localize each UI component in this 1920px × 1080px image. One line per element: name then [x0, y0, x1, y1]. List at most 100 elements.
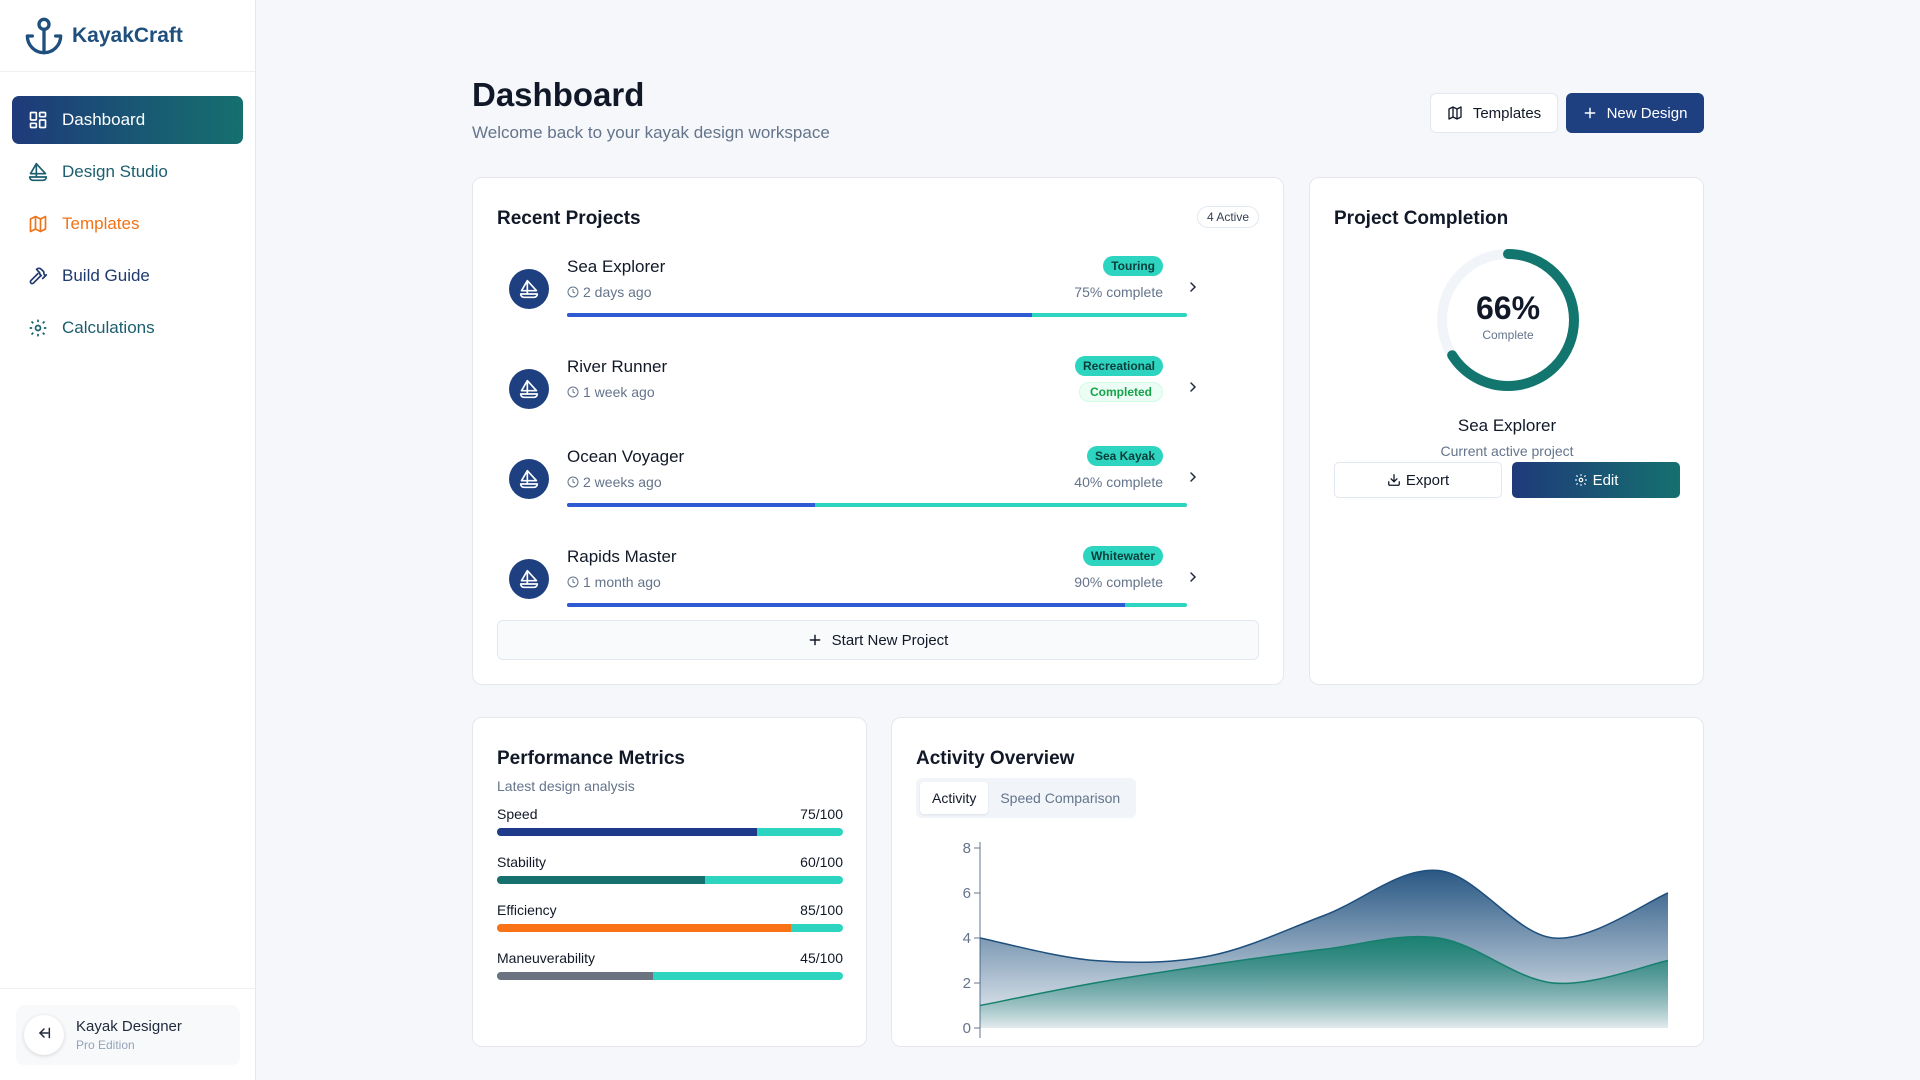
- sailboat-icon: [28, 162, 48, 182]
- chevron-right-icon[interactable]: [1185, 279, 1201, 300]
- metric-bar: [497, 828, 843, 836]
- metric-value: 60/100: [800, 854, 843, 870]
- sidebar-item-label: Templates: [62, 214, 140, 233]
- project-name: Rapids Master: [567, 547, 677, 566]
- sidebar-item-design-studio[interactable]: Design Studio: [12, 148, 243, 196]
- download-icon: [1387, 473, 1401, 487]
- project-time: 2 days ago: [567, 284, 652, 300]
- project-row[interactable]: River Runner 1 week ago Recreational Com…: [485, 349, 1245, 439]
- y-tick-label: 0: [963, 1020, 971, 1037]
- active-count-badge: 4 Active: [1196, 206, 1259, 228]
- project-completion-card: Project Completion 66% Complete Sea Expl…: [1309, 177, 1704, 685]
- metric-value: 75/100: [800, 806, 843, 822]
- project-row[interactable]: Rapids Master 1 month ago Whitewater 90%…: [485, 539, 1245, 629]
- y-tick-label: 2: [963, 975, 971, 992]
- completion-ring: 66% Complete: [1434, 246, 1582, 394]
- metric-bar-fill: [497, 924, 792, 932]
- active-project-subtitle: Current active project: [1440, 443, 1574, 459]
- clock-icon: [567, 286, 579, 298]
- y-tick-label: 8: [963, 840, 971, 857]
- metric-bar-fill: [497, 828, 757, 836]
- templates-label: Templates: [1472, 104, 1542, 122]
- grid-icon: [28, 110, 48, 130]
- project-completion-title: Project Completion: [1334, 208, 1509, 229]
- plus-icon: [1583, 106, 1597, 120]
- brand-name: KayakCraft: [72, 23, 183, 47]
- area-series-fill: [980, 936, 1668, 1028]
- project-time-text: 2 weeks ago: [583, 474, 662, 490]
- activity-tabs: Activity Speed Comparison: [916, 778, 1137, 818]
- project-type-tag: Whitewater: [1082, 546, 1163, 566]
- clock-icon: [567, 576, 579, 588]
- metric-stability: Stability 60/100: [497, 854, 843, 884]
- sailboat-icon: [509, 369, 549, 409]
- project-type-tag: Touring: [1103, 256, 1163, 276]
- project-name: River Runner: [567, 357, 668, 376]
- project-name: Sea Explorer: [567, 257, 666, 276]
- performance-metrics-card: Performance Metrics Latest design analys…: [472, 717, 867, 1047]
- new-design-label: New Design: [1606, 104, 1688, 122]
- activity-overview-card: Activity Overview Activity Speed Compari…: [891, 717, 1704, 1047]
- user-card: Kayak Designer Pro Edition: [16, 1005, 240, 1065]
- sidebar-item-templates[interactable]: Templates: [12, 200, 243, 248]
- tab-activity[interactable]: Activity: [920, 782, 989, 814]
- edit-button[interactable]: Edit: [1512, 462, 1680, 498]
- metric-efficiency: Efficiency 85/100: [497, 902, 843, 932]
- anchor-icon: [24, 16, 64, 56]
- completed-badge: Completed: [1078, 382, 1163, 402]
- project-time-text: 1 week ago: [583, 384, 655, 400]
- page-title: Dashboard: [472, 76, 645, 113]
- sidebar-item-calculations[interactable]: Calculations: [12, 304, 243, 352]
- activity-chart: 8 6 4 2 0: [963, 840, 1669, 1038]
- chevron-right-icon[interactable]: [1185, 379, 1201, 400]
- templates-button[interactable]: Templates: [1430, 93, 1558, 133]
- completion-percent: 66%: [1475, 290, 1541, 326]
- project-row[interactable]: Ocean Voyager 2 weeks ago Sea Kayak 40% …: [485, 439, 1245, 529]
- new-design-button[interactable]: New Design: [1566, 93, 1704, 133]
- tab-speed-comparison[interactable]: Speed Comparison: [1000, 790, 1121, 806]
- project-time: 1 week ago: [567, 384, 655, 400]
- project-time: 1 month ago: [567, 574, 661, 590]
- export-button[interactable]: Export: [1334, 462, 1502, 498]
- y-tick-label: 4: [963, 930, 971, 947]
- ring-progress: [1437, 249, 1579, 391]
- metric-bar-fill: [497, 972, 653, 980]
- user-name: Kayak Designer: [76, 1018, 182, 1035]
- start-new-project-label: Start New Project: [831, 631, 949, 649]
- sidebar-item-label: Dashboard: [62, 110, 146, 129]
- sidebar-footer: Kayak Designer Pro Edition: [0, 988, 256, 1080]
- brand[interactable]: KayakCraft: [0, 0, 255, 72]
- user-edition: Pro Edition: [76, 1038, 135, 1052]
- project-row[interactable]: Sea Explorer 2 days ago Touring 75% comp…: [485, 249, 1245, 339]
- clock-icon: [567, 476, 579, 488]
- metric-label: Speed: [497, 806, 538, 822]
- recent-projects-title: Recent Projects: [497, 208, 641, 229]
- chevron-right-icon[interactable]: [1185, 469, 1201, 490]
- project-status: 90% complete: [1074, 574, 1163, 590]
- collapse-sidebar-button[interactable]: [24, 1015, 64, 1055]
- chevron-right-icon[interactable]: [1185, 569, 1201, 590]
- area-series-line: [979, 935, 1669, 1007]
- map-icon: [1447, 105, 1463, 121]
- performance-metrics-title: Performance Metrics: [497, 748, 685, 769]
- edit-label: Edit: [1592, 471, 1619, 489]
- metric-speed: Speed 75/100: [497, 806, 843, 836]
- project-time: 2 weeks ago: [567, 474, 662, 490]
- start-new-project-button[interactable]: Start New Project: [497, 620, 1259, 660]
- metric-label: Efficiency: [497, 902, 557, 918]
- sidebar-item-dashboard[interactable]: Dashboard: [12, 96, 243, 144]
- project-progress-bar: [567, 503, 1187, 507]
- metric-label: Stability: [497, 854, 547, 870]
- sailboat-icon: [509, 459, 549, 499]
- sidebar-item-build-guide[interactable]: Build Guide: [12, 252, 243, 300]
- plus-icon: [808, 633, 822, 647]
- sidebar-item-label: Design Studio: [62, 162, 168, 181]
- project-progress-fill: [567, 603, 1125, 607]
- area-series-line: [979, 869, 1669, 964]
- project-type-tag: Recreational: [1074, 356, 1163, 376]
- project-progress-bar: [567, 603, 1187, 607]
- project-progress-fill: [567, 503, 815, 507]
- active-project-name: Sea Explorer: [1457, 416, 1557, 435]
- clock-icon: [567, 386, 579, 398]
- recent-projects-card: Recent Projects 4 Active Sea Explorer 2 …: [472, 177, 1284, 685]
